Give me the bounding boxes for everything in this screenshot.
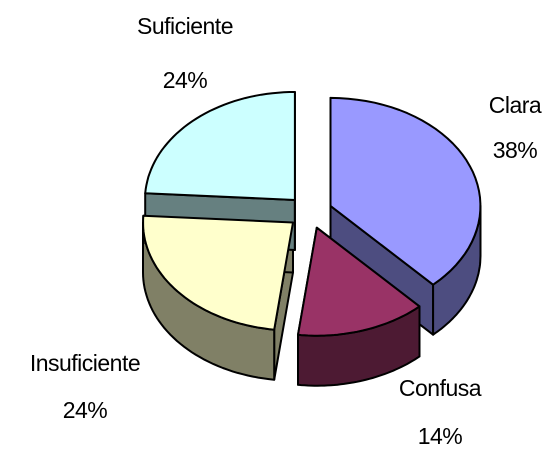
slice-value-label: 24% — [163, 67, 208, 93]
slice-value-label: 38% — [493, 137, 538, 163]
pie-slice — [329, 96, 482, 286]
slice-value-label: 14% — [418, 423, 463, 449]
pie-slice — [144, 91, 296, 201]
pie-tops — [142, 91, 482, 337]
slice-label: Confusa — [399, 375, 482, 401]
slice-value-label: 24% — [63, 397, 108, 423]
pie-slice — [142, 214, 294, 331]
slice-label: Suficiente — [137, 13, 233, 39]
pie-slice — [297, 226, 421, 337]
slice-label: Insuficiente — [30, 350, 140, 376]
slice-label: Clara — [489, 92, 542, 118]
